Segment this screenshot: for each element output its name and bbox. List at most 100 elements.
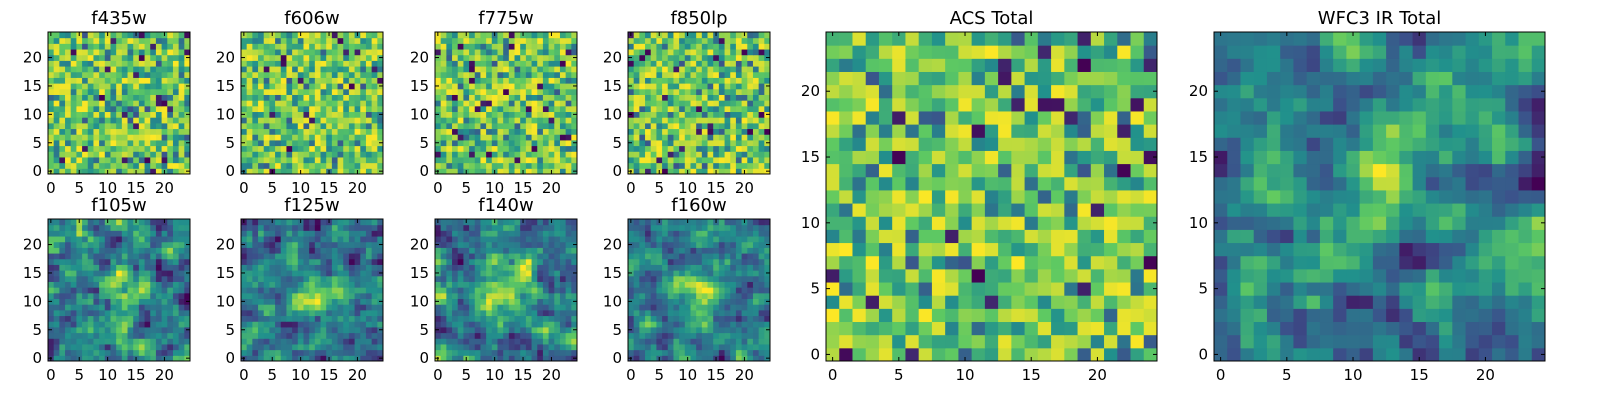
heatmap-cell [713,332,720,339]
heatmap-cell [309,287,316,294]
heatmap-cell [303,43,310,50]
heatmap-cell [70,309,77,317]
heatmap-cell [93,111,100,118]
heatmap-cell [150,105,157,113]
heatmap-cell [110,275,117,282]
heatmap-cell [76,134,83,141]
heatmap-cell [178,105,185,113]
heatmap-cell [730,100,737,107]
heatmap-cell [348,117,356,124]
heatmap-cell [371,343,378,351]
heatmap-cell [246,37,253,44]
heatmap-cell [280,117,287,124]
heatmap-cell [343,83,350,90]
heatmap-cell [371,253,378,260]
heatmap-cell [263,71,270,78]
heatmap-cell [684,281,691,288]
heatmap-cell [314,349,322,356]
heatmap-cell [309,332,316,339]
heatmap-cell [435,253,442,260]
heatmap-cell [690,128,697,135]
heatmap-cell [571,224,578,231]
heatmap-cell [280,105,287,113]
heatmap-cell [286,83,293,90]
heatmap-cell [752,117,760,124]
heatmap-cell [707,338,714,345]
heatmap-cell [116,321,123,328]
heatmap-cell [639,32,646,39]
heatmap-cell [730,94,737,101]
heatmap-cell [138,270,146,277]
heatmap-cell [747,32,754,39]
heatmap-cell [377,281,384,288]
heatmap-cell [645,292,652,300]
heatmap-cell [326,349,333,356]
heatmap-cell [331,54,339,61]
heatmap-cell [65,332,72,339]
heatmap-cell [497,71,504,78]
heatmap-cell [457,60,464,67]
heatmap-cell [297,49,304,56]
heatmap-cell [741,105,748,113]
heatmap-cell [571,100,578,107]
heatmap-cell [525,77,533,84]
heatmap-cell [116,134,123,141]
heatmap-cell [303,32,310,39]
heatmap-cell [76,94,83,101]
heatmap-cell [99,151,106,158]
heatmap-cell [520,338,527,345]
heatmap-cell [348,54,356,61]
heatmap-cell [275,43,282,50]
heatmap-cell [292,94,299,101]
heatmap-cell [764,321,771,328]
heatmap-cell [65,349,72,356]
heatmap-cell [633,309,640,317]
heatmap-cell [116,105,123,113]
heatmap-cell [360,338,367,345]
heatmap-cell [486,37,493,44]
heatmap-cell [571,230,578,237]
heatmap-cell [314,219,322,226]
heatmap-cell [377,219,384,226]
heatmap-cell [116,60,123,67]
heatmap-cell [337,117,344,124]
heatmap-cell [280,275,287,282]
heatmap-cell [65,236,72,243]
heatmap-cell [121,298,129,305]
heatmap-cell [446,37,453,44]
heatmap-cell [645,43,652,50]
heatmap-cell [440,77,447,84]
heatmap-cell [554,338,561,345]
heatmap-cell [48,349,55,356]
heatmap-cell [331,94,339,101]
heatmap-cell [752,275,760,282]
heatmap-cell [65,100,72,107]
heatmap-cell [320,37,327,44]
heatmap-cell [93,145,100,152]
heatmap-cell [452,111,459,118]
heatmap-cell [365,309,373,317]
heatmap-cell [144,105,151,113]
heatmap-cell [480,355,487,362]
heatmap-cell [337,128,344,135]
heatmap-cell [469,151,476,158]
heatmap-cell [127,292,134,300]
heatmap-cell [297,94,304,101]
heatmap-cell [269,94,276,101]
heatmap-cell [457,162,464,169]
heatmap-cell [554,168,561,175]
heatmap-cell [440,247,447,254]
heatmap-cell [633,332,640,339]
heatmap-cell [246,168,253,175]
heatmap-cell [662,60,669,67]
heatmap-cell [326,83,333,90]
heatmap-cell [707,77,714,84]
heatmap-cell [99,298,106,305]
heatmap-cell [747,111,754,118]
heatmap-cell [127,247,134,254]
heatmap-cell [70,100,77,107]
heatmap-cell [486,111,493,118]
heatmap-cell [474,32,481,39]
heatmap-cell [724,304,731,311]
heatmap-cell [360,117,367,124]
